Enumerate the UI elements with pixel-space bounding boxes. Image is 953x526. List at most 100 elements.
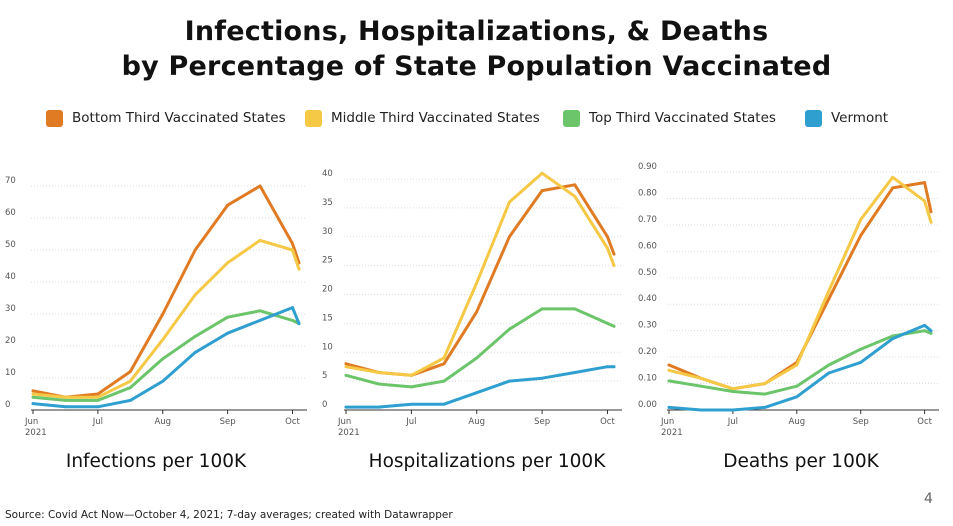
data-point	[827, 371, 831, 375]
data-point	[731, 387, 735, 391]
y-tick-label: 0	[5, 400, 10, 410]
infections-caption: Infections per 100K	[65, 451, 247, 472]
x-tick-label: Oct	[600, 417, 615, 427]
data-point	[161, 338, 165, 341]
y-tick-label: 15	[322, 313, 333, 323]
x-tick-label: Jun	[660, 417, 674, 427]
legend-label: Bottom Third Vaccinated States	[72, 110, 286, 126]
data-point	[929, 210, 933, 214]
data-point	[612, 324, 616, 328]
x-tick-label: Oct	[917, 417, 932, 427]
x-tick-label: Aug	[154, 417, 171, 427]
data-point	[96, 395, 100, 399]
data-point	[731, 390, 735, 393]
y-tick-label: 0.40	[638, 294, 657, 304]
legend-label: Top Third Vaccinated States	[589, 110, 776, 126]
data-point	[891, 175, 895, 179]
data-point	[442, 356, 446, 360]
data-point	[667, 405, 671, 409]
y-tick-label: 0	[322, 400, 327, 410]
data-point	[923, 199, 927, 203]
data-point	[540, 307, 544, 311]
data-point	[612, 252, 616, 256]
data-point	[508, 327, 511, 331]
legend-swatch	[305, 109, 322, 127]
data-point	[667, 363, 671, 367]
x-tick-label: Sep	[220, 417, 236, 427]
y-tick-label: 0.00	[638, 400, 657, 410]
legend-item-middle-third: Middle Third Vaccinated States	[305, 107, 540, 129]
data-point	[606, 321, 609, 325]
data-point	[377, 382, 381, 386]
data-point	[409, 385, 413, 389]
data-point	[409, 373, 413, 377]
y-tick-label: 30	[5, 304, 16, 314]
x-tick-label: Jul	[405, 417, 416, 427]
y-tick-label: 5	[322, 371, 327, 381]
data-point	[667, 368, 671, 372]
x-tick-label: Aug	[789, 417, 806, 427]
data-point	[699, 376, 703, 380]
data-point	[258, 309, 262, 313]
data-point	[827, 297, 831, 301]
data-point	[96, 392, 100, 396]
data-point	[929, 220, 933, 224]
legend-item-top-third: Top Third Vaccinated States	[563, 107, 776, 129]
data-point	[606, 246, 609, 250]
data-point	[929, 331, 933, 335]
y-tick-label: 0.20	[638, 347, 657, 357]
data-point	[606, 235, 609, 239]
x-tick-label: Oct	[285, 417, 300, 427]
data-point	[763, 392, 767, 396]
y-tick-label: 20	[322, 285, 333, 295]
data-point	[226, 315, 230, 319]
data-point	[763, 405, 767, 409]
x-tick-label: Jun	[24, 417, 38, 427]
data-point	[193, 248, 197, 252]
x-tick-label: 2021	[661, 428, 683, 438]
series-line-2	[31, 238, 301, 399]
series-line-4	[344, 365, 616, 409]
data-point	[193, 293, 197, 297]
data-point	[226, 331, 230, 335]
data-point	[64, 395, 67, 399]
y-tick-label: 0.80	[638, 188, 657, 198]
y-tick-label: 0.60	[638, 241, 657, 251]
infections-chart: 0 10 20 30 40 50 60 70 Jun 2021 Jul Aug Sep Oct	[5, 160, 310, 440]
title-line-1: Infections, Hospitalizations, & Deaths	[184, 16, 769, 47]
data-point	[573, 194, 577, 198]
x-tick-label: Jun	[337, 417, 351, 427]
data-point	[612, 365, 616, 369]
x-tick-label: Sep	[534, 417, 550, 427]
data-point	[699, 408, 703, 412]
data-point	[540, 171, 544, 175]
data-point	[795, 395, 799, 399]
data-point	[226, 203, 230, 207]
data-point	[409, 402, 413, 406]
data-point	[859, 218, 863, 221]
data-point	[128, 379, 132, 383]
data-point	[929, 329, 933, 333]
data-point	[442, 379, 446, 383]
data-point	[64, 405, 67, 409]
x-tick-label: Jul	[727, 417, 738, 427]
data-point	[291, 319, 294, 322]
data-point	[573, 307, 577, 311]
data-point	[795, 363, 799, 367]
legend: Bottom Third Vaccinated States Middle Th…	[0, 107, 953, 129]
data-point	[573, 371, 577, 374]
deaths-caption: Deaths per 100K	[723, 451, 879, 472]
data-point	[612, 264, 616, 268]
data-point	[258, 239, 262, 242]
y-tick-label: 50	[5, 240, 16, 250]
y-tick-label: 30	[322, 227, 333, 237]
title-line-2: by Percentage of State Population Vaccin…	[121, 51, 832, 82]
y-tick-label: 0.30	[638, 321, 657, 331]
data-point	[226, 261, 230, 265]
legend-swatch	[46, 109, 63, 127]
series-line-1	[31, 184, 301, 399]
data-point	[859, 347, 863, 351]
y-tick-label: 70	[5, 176, 16, 186]
data-point	[193, 351, 197, 354]
